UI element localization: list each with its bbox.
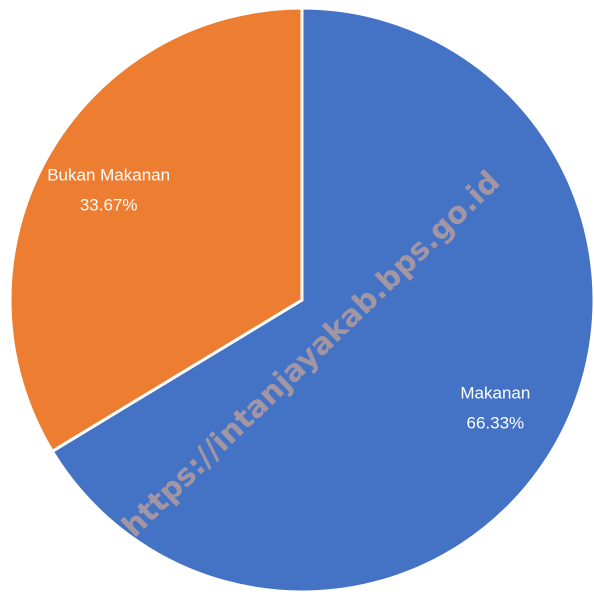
slice-value-label: 66.33% bbox=[467, 413, 525, 432]
pie-slice bbox=[50, 6, 594, 594]
pie-slice bbox=[8, 6, 304, 454]
slice-label: Makanan bbox=[460, 383, 530, 402]
slice-value-label: 33.67% bbox=[80, 196, 138, 215]
slice-label: Bukan Makanan bbox=[47, 166, 170, 185]
